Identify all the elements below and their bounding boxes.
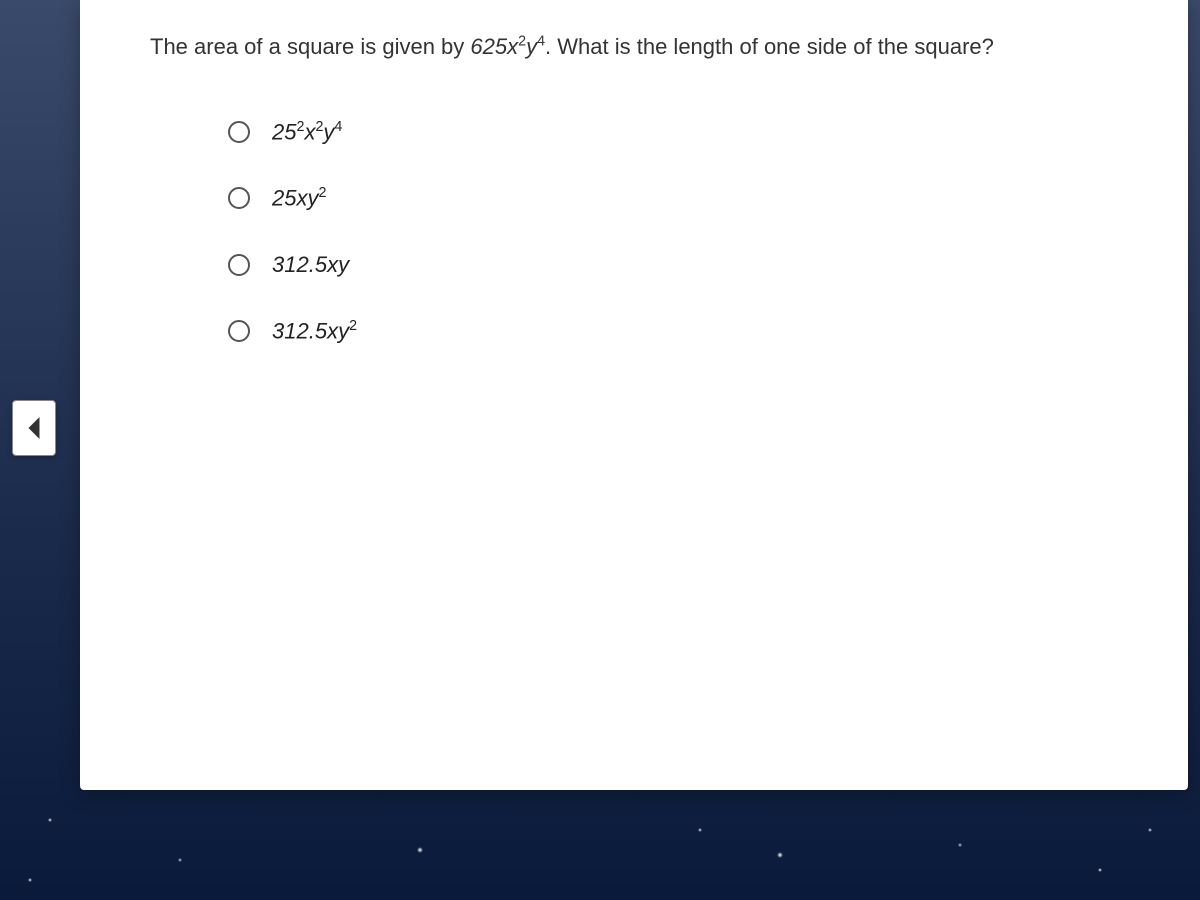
option-c-label: 312.5xy	[272, 252, 349, 278]
question-suffix: . What is the length of one side of the …	[545, 34, 994, 59]
option-b[interactable]: 25xy2	[228, 185, 1128, 211]
option-d-label: 312.5xy2	[272, 318, 357, 344]
question-text: The area of a square is given by 625x2y4…	[150, 30, 1128, 63]
radio-icon	[228, 187, 250, 209]
options-group: 252x2y4 25xy2 312.5xy 312.5xy2	[228, 119, 1128, 344]
option-a-label: 252x2y4	[272, 119, 342, 145]
option-c[interactable]: 312.5xy	[228, 252, 1128, 278]
chevron-left-icon	[23, 414, 45, 442]
question-prefix: The area of a square is given by	[150, 34, 470, 59]
radio-icon	[228, 254, 250, 276]
question-expression: 625x2y4	[470, 34, 545, 59]
question-card: The area of a square is given by 625x2y4…	[80, 0, 1188, 790]
option-b-label: 25xy2	[272, 185, 326, 211]
option-a[interactable]: 252x2y4	[228, 119, 1128, 145]
prev-button[interactable]	[12, 400, 56, 456]
radio-icon	[228, 320, 250, 342]
radio-icon	[228, 121, 250, 143]
option-d[interactable]: 312.5xy2	[228, 318, 1128, 344]
